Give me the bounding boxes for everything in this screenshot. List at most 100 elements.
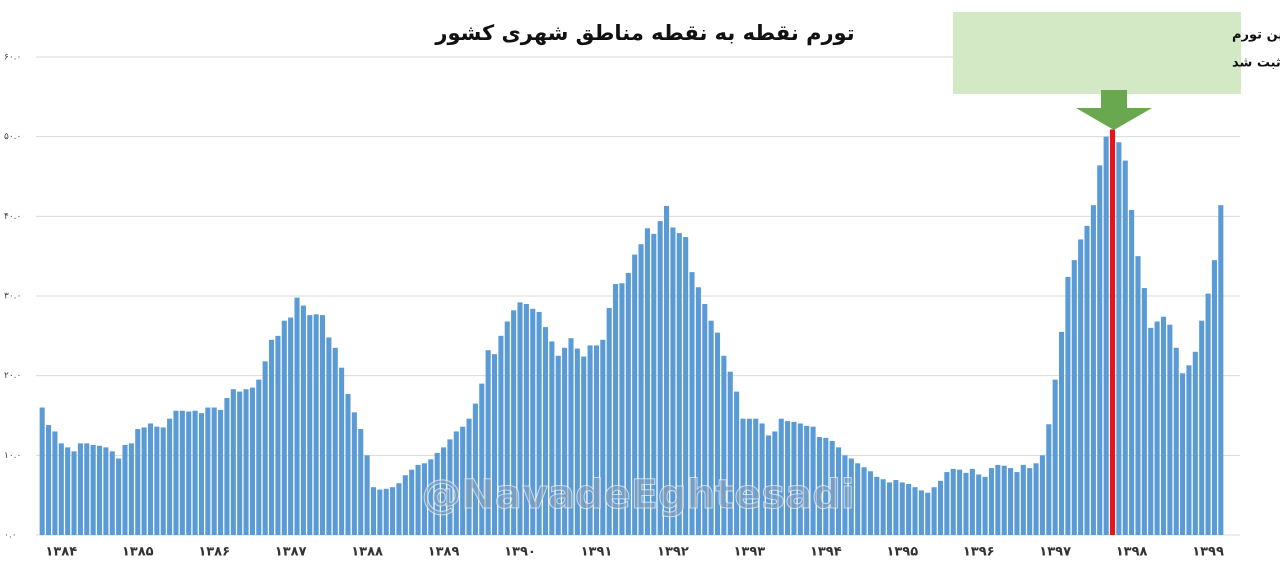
- bar: [1027, 468, 1033, 535]
- bar: [441, 447, 447, 535]
- bar: [542, 327, 549, 535]
- y-tick-label: ۳۰.۰: [4, 292, 21, 302]
- x-tick-label: ۱۳۸۶: [198, 545, 230, 560]
- bar: [880, 479, 886, 535]
- bar: [1192, 351, 1198, 535]
- bar: [58, 443, 64, 535]
- bar: [791, 421, 797, 535]
- bar: [421, 463, 427, 535]
- bar: [651, 233, 657, 536]
- annotation-arrow: [1076, 90, 1152, 130]
- bar: [1199, 320, 1205, 535]
- bar: [224, 397, 230, 535]
- x-tick-label: ۱۳۸۷: [275, 545, 307, 560]
- bar: [402, 475, 408, 535]
- bar: [1020, 464, 1026, 535]
- bar: [198, 413, 205, 535]
- bar: [485, 350, 491, 535]
- bar: [332, 347, 338, 535]
- bar: [116, 458, 122, 535]
- bar: [670, 227, 676, 535]
- x-tick-label: ۱۳۸۸: [351, 545, 383, 560]
- bar: [1173, 347, 1179, 535]
- bar: [1154, 321, 1160, 535]
- bar: [351, 412, 357, 535]
- bar: [906, 484, 912, 535]
- bar: [695, 287, 701, 535]
- annotation-line: دو دهه اخیر کشور بود که در دولت روحانی ث…: [1232, 56, 1280, 71]
- bar: [925, 492, 931, 535]
- bar: [128, 443, 134, 535]
- bar: [746, 418, 752, 535]
- bar: [517, 302, 523, 535]
- bar: [1058, 331, 1065, 535]
- bar: [587, 345, 593, 535]
- bar: [281, 320, 287, 535]
- bar: [179, 410, 185, 535]
- annotation-line: تورم ۵۱ درصدی در اردیبهشت ۱۳۹۸ بالاترین …: [1232, 28, 1280, 43]
- bar: [39, 407, 45, 535]
- bar: [663, 205, 670, 535]
- bar: [944, 472, 950, 535]
- bar: [268, 339, 275, 535]
- bar: [498, 335, 504, 535]
- bar: [173, 410, 179, 535]
- bar: [300, 305, 306, 535]
- grid: ۰.۰ ۱۰.۰ ۲۰.۰ ۳۰.۰ ۴۰.۰ ۵۰.۰ ۶۰.۰: [4, 53, 1240, 541]
- bar: [523, 303, 529, 535]
- bar: [84, 443, 90, 535]
- bar: [708, 320, 714, 535]
- bar: [1180, 373, 1186, 535]
- bar: [1205, 293, 1211, 535]
- bar: [1046, 424, 1052, 535]
- bar: [396, 483, 402, 535]
- bar: [1084, 225, 1090, 536]
- bar: [294, 297, 300, 535]
- bar: [65, 447, 71, 535]
- bar: [71, 451, 77, 535]
- bar: [243, 389, 249, 535]
- bar: [804, 425, 810, 535]
- bar: [918, 490, 924, 535]
- bar: [683, 237, 689, 535]
- bar: [778, 418, 784, 535]
- bar: [1122, 160, 1128, 536]
- bar: [625, 272, 631, 535]
- bar: [1129, 209, 1135, 535]
- x-tick-label: ۱۳۹۹: [1192, 545, 1224, 560]
- bar: [619, 283, 625, 535]
- y-tick-label: ۲۰.۰: [4, 371, 21, 381]
- bar: [861, 467, 867, 535]
- bar: [160, 427, 166, 535]
- bars: [39, 129, 1224, 536]
- bar: [154, 426, 160, 535]
- bar: [186, 411, 192, 535]
- bar: [600, 339, 606, 535]
- bar: [358, 429, 364, 535]
- bar: [931, 487, 937, 535]
- bar: [988, 468, 995, 535]
- bar: [816, 437, 822, 535]
- bar: [734, 391, 740, 535]
- bar: [969, 468, 975, 535]
- bar: [702, 303, 708, 535]
- bar: [415, 464, 421, 535]
- bar: [613, 284, 619, 535]
- bar: [109, 451, 115, 535]
- bar: [1065, 276, 1071, 535]
- bar: [886, 482, 893, 535]
- bar: [530, 308, 536, 535]
- bar: [237, 391, 243, 535]
- bar: [211, 407, 217, 535]
- bar: [103, 447, 109, 535]
- x-tick-label: ۱۳۹۸: [1116, 545, 1148, 560]
- bar: [1211, 260, 1217, 535]
- bar: [135, 429, 141, 535]
- bar: [676, 233, 682, 535]
- x-tick-label: ۱۳۹۷: [1039, 545, 1071, 560]
- bar: [1090, 205, 1096, 535]
- bar: [759, 423, 765, 535]
- bar: [937, 480, 944, 535]
- bar: [753, 418, 759, 535]
- bar: [256, 379, 262, 535]
